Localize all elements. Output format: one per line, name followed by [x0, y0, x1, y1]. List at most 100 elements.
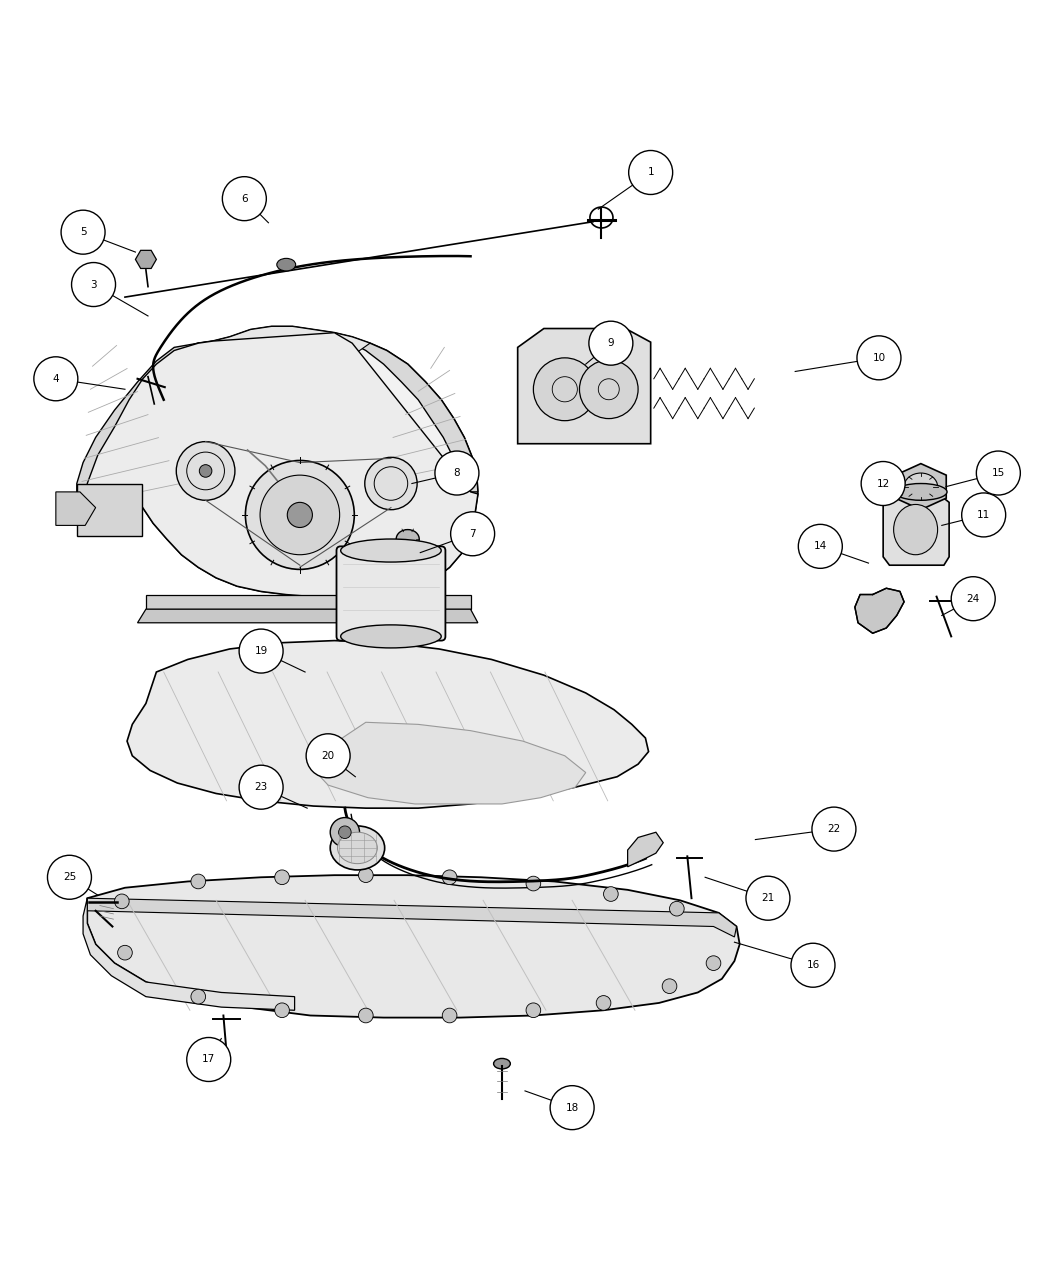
Circle shape: [857, 336, 901, 379]
Circle shape: [187, 1037, 231, 1082]
Circle shape: [707, 955, 721, 971]
Circle shape: [307, 734, 350, 778]
Circle shape: [223, 176, 267, 221]
Polygon shape: [87, 898, 736, 937]
Circle shape: [118, 945, 132, 960]
Circle shape: [330, 817, 359, 847]
Text: 1: 1: [648, 167, 654, 178]
Ellipse shape: [895, 484, 947, 501]
Text: 15: 15: [991, 469, 1005, 478]
Text: 9: 9: [608, 338, 614, 349]
Ellipse shape: [340, 624, 441, 647]
Circle shape: [34, 356, 78, 401]
Circle shape: [791, 944, 835, 987]
Text: 6: 6: [242, 194, 248, 203]
Text: 7: 7: [469, 529, 476, 539]
Circle shape: [260, 475, 339, 554]
Circle shape: [358, 1008, 373, 1023]
Circle shape: [47, 856, 91, 899]
Circle shape: [200, 465, 212, 478]
Polygon shape: [138, 609, 478, 623]
Text: 23: 23: [254, 783, 268, 792]
Circle shape: [338, 826, 351, 839]
Text: 17: 17: [202, 1055, 215, 1065]
Circle shape: [526, 1002, 541, 1018]
Ellipse shape: [494, 1059, 510, 1069]
Text: 25: 25: [63, 872, 76, 882]
Polygon shape: [87, 875, 739, 1018]
Polygon shape: [314, 723, 586, 805]
Polygon shape: [628, 833, 664, 867]
Text: 12: 12: [877, 479, 889, 489]
Circle shape: [812, 807, 856, 850]
Polygon shape: [146, 595, 470, 609]
Circle shape: [533, 358, 596, 420]
Text: 20: 20: [321, 751, 335, 761]
Circle shape: [176, 442, 235, 501]
Circle shape: [550, 1085, 594, 1130]
Polygon shape: [87, 333, 478, 596]
FancyBboxPatch shape: [77, 484, 142, 536]
Ellipse shape: [330, 826, 384, 870]
Circle shape: [435, 451, 479, 495]
FancyBboxPatch shape: [336, 547, 445, 641]
Polygon shape: [127, 641, 649, 808]
Circle shape: [191, 990, 206, 1004]
Polygon shape: [83, 898, 295, 1010]
Ellipse shape: [277, 258, 296, 271]
Polygon shape: [896, 464, 946, 510]
Ellipse shape: [340, 539, 441, 562]
Polygon shape: [135, 250, 156, 268]
Text: 10: 10: [873, 352, 885, 363]
Circle shape: [746, 876, 790, 921]
Circle shape: [442, 1008, 457, 1023]
Text: 18: 18: [566, 1102, 579, 1112]
Polygon shape: [77, 327, 478, 596]
Polygon shape: [198, 327, 370, 374]
Circle shape: [275, 870, 290, 885]
Text: 4: 4: [52, 374, 59, 384]
Circle shape: [629, 151, 673, 194]
Text: 24: 24: [967, 594, 980, 604]
Polygon shape: [883, 494, 949, 566]
Circle shape: [239, 630, 284, 673]
Polygon shape: [855, 589, 904, 633]
Circle shape: [114, 894, 129, 909]
Circle shape: [288, 502, 313, 527]
Text: 14: 14: [814, 541, 827, 552]
Text: 22: 22: [827, 824, 841, 834]
Polygon shape: [518, 328, 651, 443]
Ellipse shape: [396, 530, 419, 548]
Circle shape: [951, 577, 995, 621]
Circle shape: [526, 876, 541, 891]
Circle shape: [61, 211, 105, 254]
Circle shape: [358, 868, 373, 882]
Circle shape: [670, 902, 685, 916]
Polygon shape: [56, 492, 96, 525]
Ellipse shape: [904, 472, 938, 501]
Circle shape: [976, 451, 1021, 495]
Circle shape: [596, 996, 611, 1010]
Circle shape: [798, 525, 842, 568]
Polygon shape: [352, 344, 478, 492]
Circle shape: [861, 461, 905, 506]
Circle shape: [246, 461, 354, 570]
Circle shape: [604, 886, 618, 902]
Text: 8: 8: [454, 469, 460, 478]
Circle shape: [364, 457, 417, 510]
Circle shape: [442, 870, 457, 885]
Text: 19: 19: [254, 646, 268, 656]
Circle shape: [71, 263, 116, 306]
Circle shape: [239, 765, 284, 810]
Text: 11: 11: [978, 510, 990, 520]
Text: 5: 5: [80, 227, 86, 238]
Ellipse shape: [337, 833, 377, 863]
Circle shape: [962, 493, 1006, 536]
Circle shape: [450, 512, 495, 555]
Ellipse shape: [894, 504, 938, 554]
Circle shape: [589, 322, 633, 365]
Text: 16: 16: [806, 960, 820, 971]
Text: 21: 21: [761, 893, 775, 903]
Circle shape: [663, 979, 677, 994]
Circle shape: [191, 875, 206, 889]
